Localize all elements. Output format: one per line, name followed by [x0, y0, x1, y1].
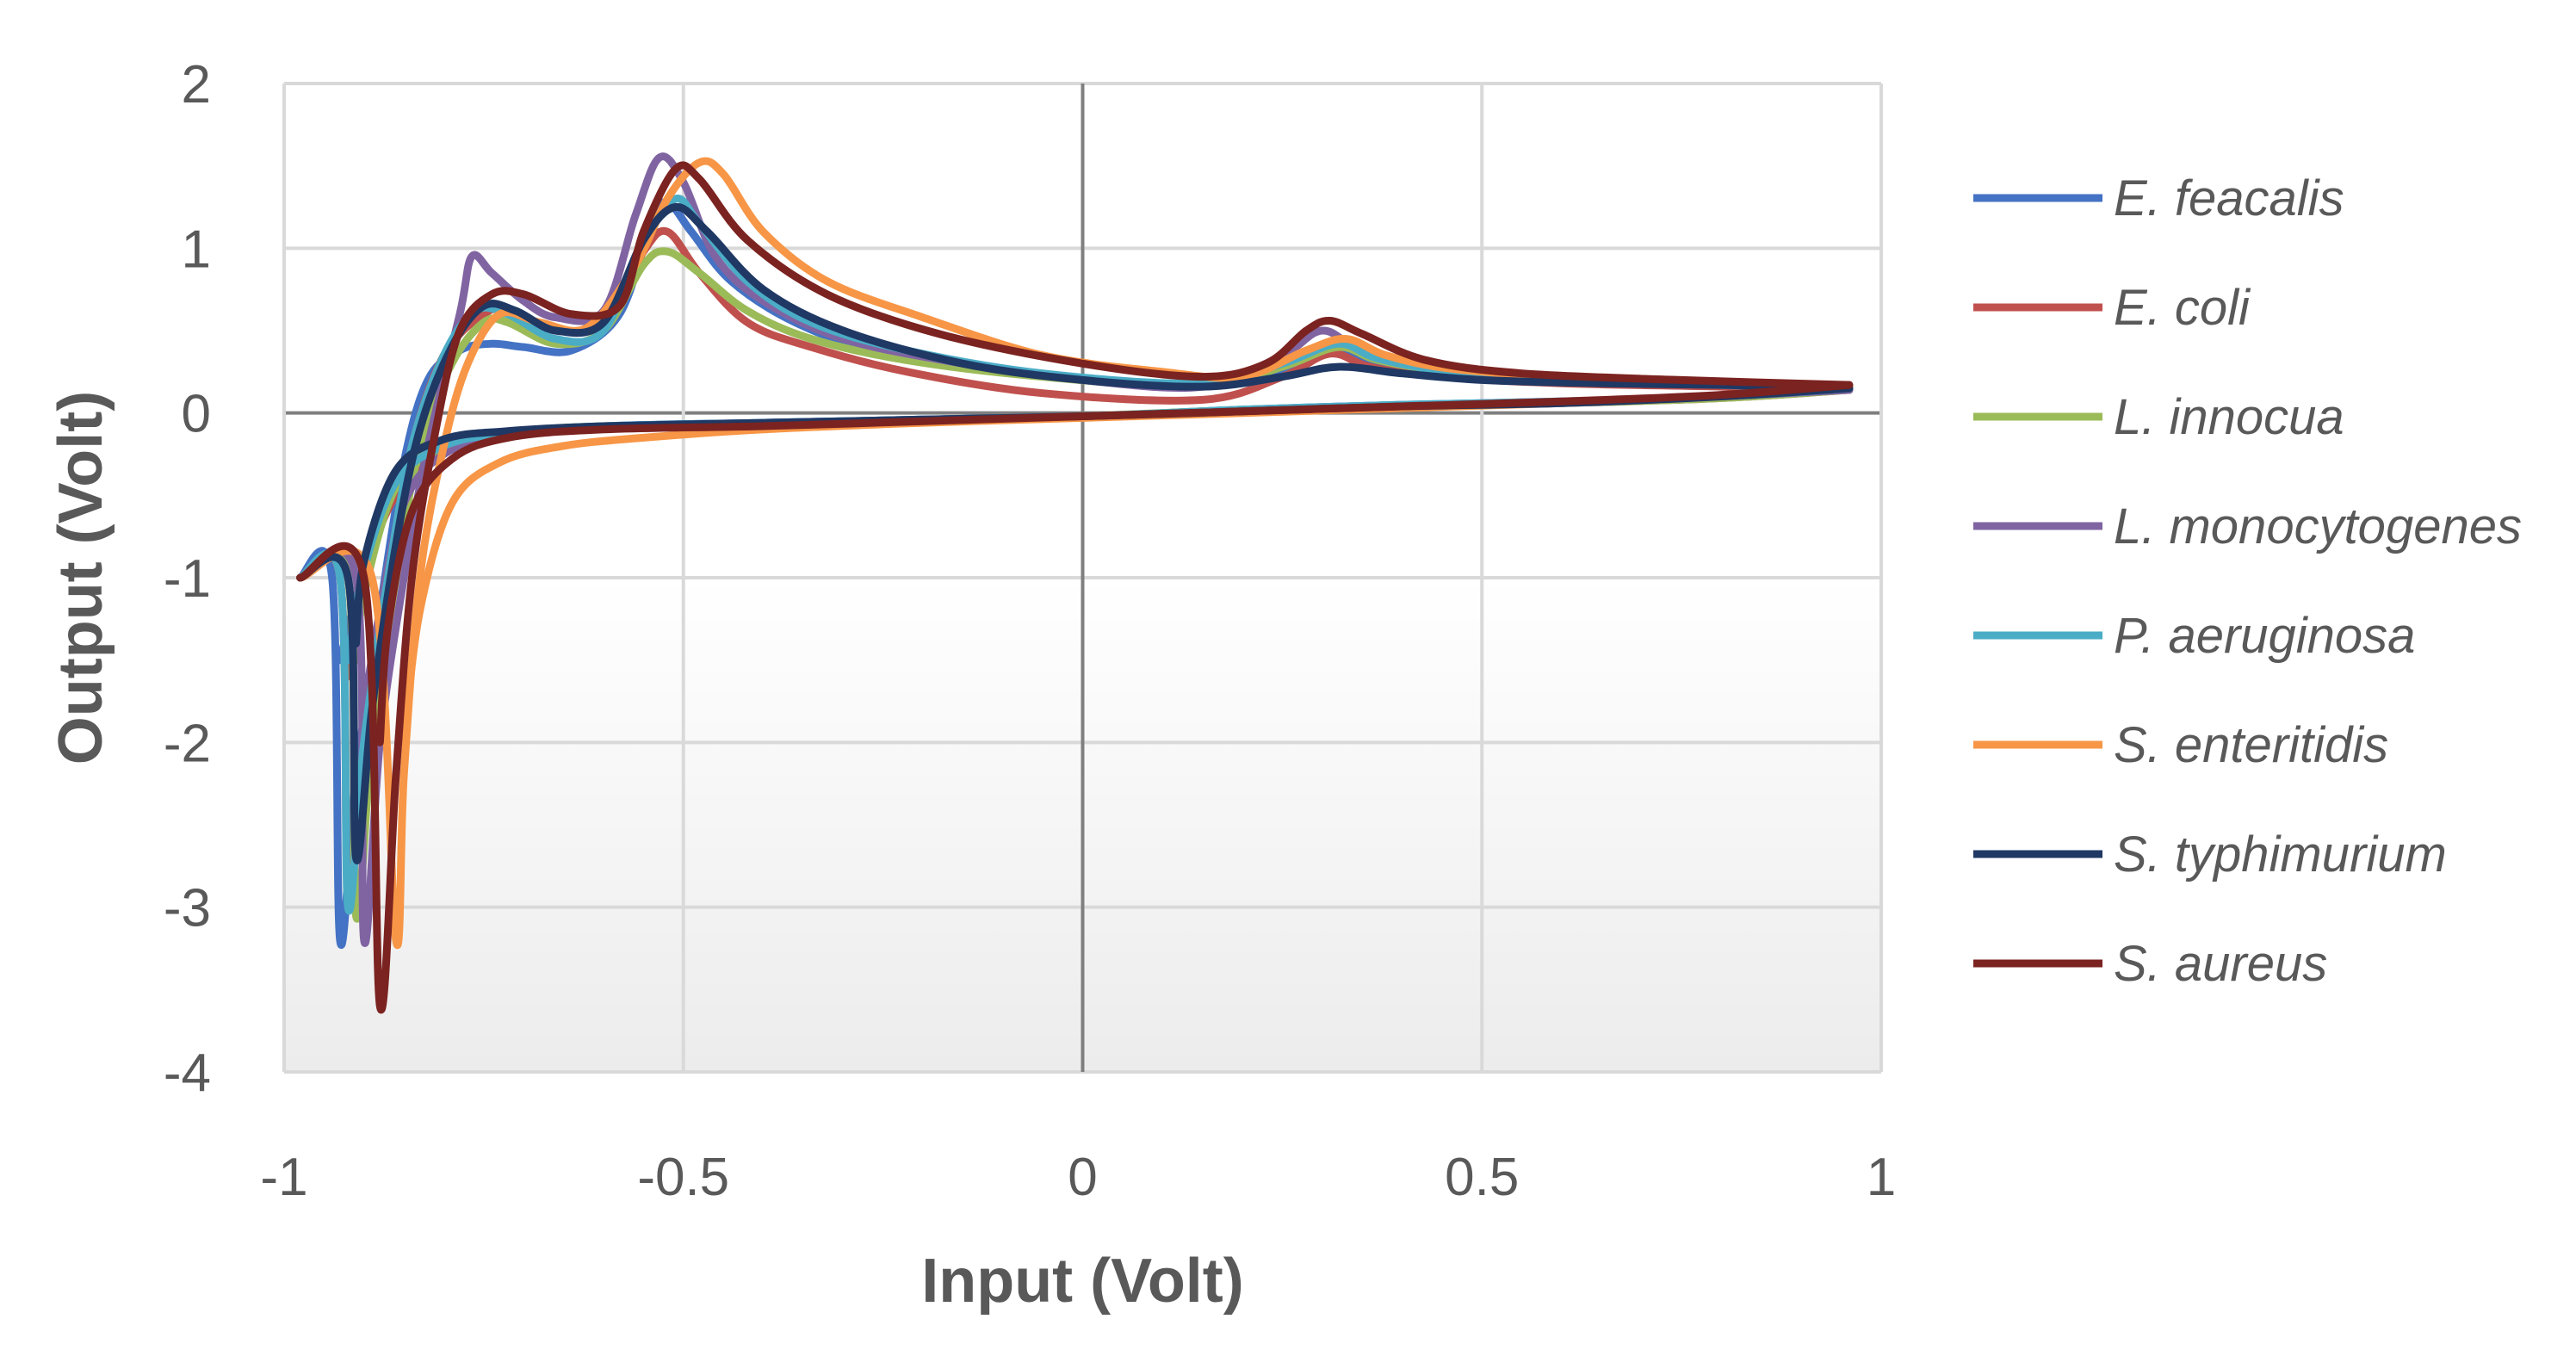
x-axis-title: Input (Volt) [921, 1247, 1244, 1316]
legend-item-e-coli: E. coli [1973, 280, 2251, 336]
legend-item-e-feacalis: E. feacalis [1973, 170, 2344, 226]
series-line-forward [296, 161, 1854, 1013]
series-line-forward [296, 195, 1854, 914]
legend-item-s-typhimurium: S. typhimurium [1973, 827, 2447, 882]
y-tick-label: -3 [164, 879, 211, 938]
series-layer [296, 152, 1854, 1013]
series-line-forward [296, 157, 1854, 950]
legend-label: S. aureus [2114, 936, 2327, 992]
series-s-aureus [296, 161, 1854, 1013]
legend-item-p-aeruginosa: P. aeruginosa [1973, 608, 2415, 664]
legend-item-l-monocytogenes: L. monocytogenes [1973, 499, 2522, 554]
legend-label: L. innocua [2114, 389, 2344, 445]
series-line-backward [375, 381, 1854, 746]
x-tick-label: -1 [260, 1148, 307, 1207]
legend-item-l-innocua: L. innocua [1973, 389, 2344, 445]
y-tick-label: 0 [182, 385, 211, 444]
legend-label: E. coli [2114, 280, 2251, 336]
legend: E. feacalis E. coli L. innocua L. monocytog… [1973, 170, 2522, 992]
y-tick-label: 2 [182, 55, 211, 115]
x-tick-label: 0.5 [1445, 1148, 1519, 1207]
legend-label: E. feacalis [2114, 170, 2344, 226]
y-axis-title: Output (Volt) [46, 391, 115, 765]
y-tick-label: -1 [164, 549, 211, 609]
legend-item-s-enteritidis: S. enteritidis [1973, 717, 2388, 773]
y-tick-label: -2 [164, 714, 211, 773]
legend-label: S. typhimurium [2114, 827, 2447, 882]
legend-label: S. enteritidis [2114, 717, 2388, 773]
legend-item-s-aureus: S. aureus [1973, 936, 2327, 992]
legend-label: P. aeruginosa [2114, 608, 2415, 664]
legend-label: L. monocytogenes [2114, 499, 2522, 554]
tick-labels: -1 -0.5 0 0.5 1 2 1 0 -1 -2 -3 -4 [164, 55, 1896, 1207]
y-tick-label: -4 [164, 1043, 211, 1103]
x-tick-label: -0.5 [637, 1148, 729, 1207]
y-tick-label: 1 [182, 220, 211, 279]
x-tick-label: 1 [1867, 1148, 1896, 1207]
x-tick-label: 0 [1068, 1148, 1097, 1207]
